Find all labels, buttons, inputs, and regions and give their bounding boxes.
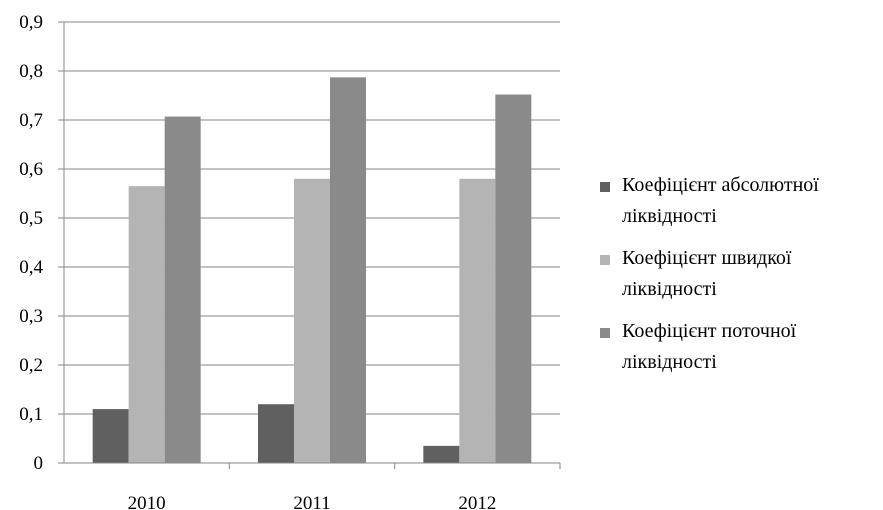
legend-item-absolute-liquidity: Коефіцієнт абсолютної ліквідності	[598, 170, 883, 232]
bar-2010-series-1	[92, 409, 129, 463]
x-tick-label: 2012	[458, 493, 496, 510]
y-tick-label: 0,7	[19, 110, 43, 131]
legend-swatch-quick	[600, 255, 610, 265]
legend-label-current: Коефіцієнт поточної ліквідності	[622, 320, 797, 373]
axes: 0 0,1 0,2 0,3 0,4 0,5 0,6 0,7 0,8 0,9 2010 2011 2012	[19, 12, 561, 510]
y-tick-label: 0,3	[19, 306, 43, 327]
legend-swatch-current	[600, 328, 610, 338]
bar-2011-series-1	[258, 404, 294, 463]
y-tick-label: 0,1	[19, 404, 43, 425]
y-tick-label: 0	[34, 453, 44, 474]
y-tick-label: 0,9	[19, 12, 43, 33]
bar-2010-series-3	[164, 116, 201, 463]
legend: Коефіцієнт абсолютної ліквідності Коефіц…	[598, 170, 883, 389]
bar-2012-series-1	[423, 445, 460, 463]
legend-swatch-absolute	[600, 182, 610, 192]
bar-2011-series-2	[294, 178, 330, 464]
legend-item-quick-liquidity: Коефіцієнт швидкої ліквідності	[598, 243, 883, 305]
bar-2012-series-2	[459, 178, 496, 464]
bar-2011-series-3	[330, 77, 366, 464]
y-tick-label: 0,8	[19, 61, 43, 82]
bar-2010-series-2	[128, 186, 165, 463]
legend-label-absolute: Коефіцієнт абсолютної ліквідності	[622, 174, 819, 227]
bars	[92, 77, 532, 464]
bar-2012-series-3	[495, 94, 532, 464]
legend-label-quick: Коефіцієнт швидкої ліквідності	[622, 247, 792, 300]
y-tick-label: 0,6	[19, 159, 43, 180]
y-tick-label: 0,5	[19, 208, 43, 229]
x-tick-label: 2010	[128, 493, 166, 510]
y-tick-label: 0,4	[19, 257, 43, 278]
x-tick-label: 2011	[293, 493, 330, 510]
legend-item-current-liquidity: Коефіцієнт поточної ліквідності	[598, 316, 883, 378]
y-tick-label: 0,2	[19, 355, 43, 376]
